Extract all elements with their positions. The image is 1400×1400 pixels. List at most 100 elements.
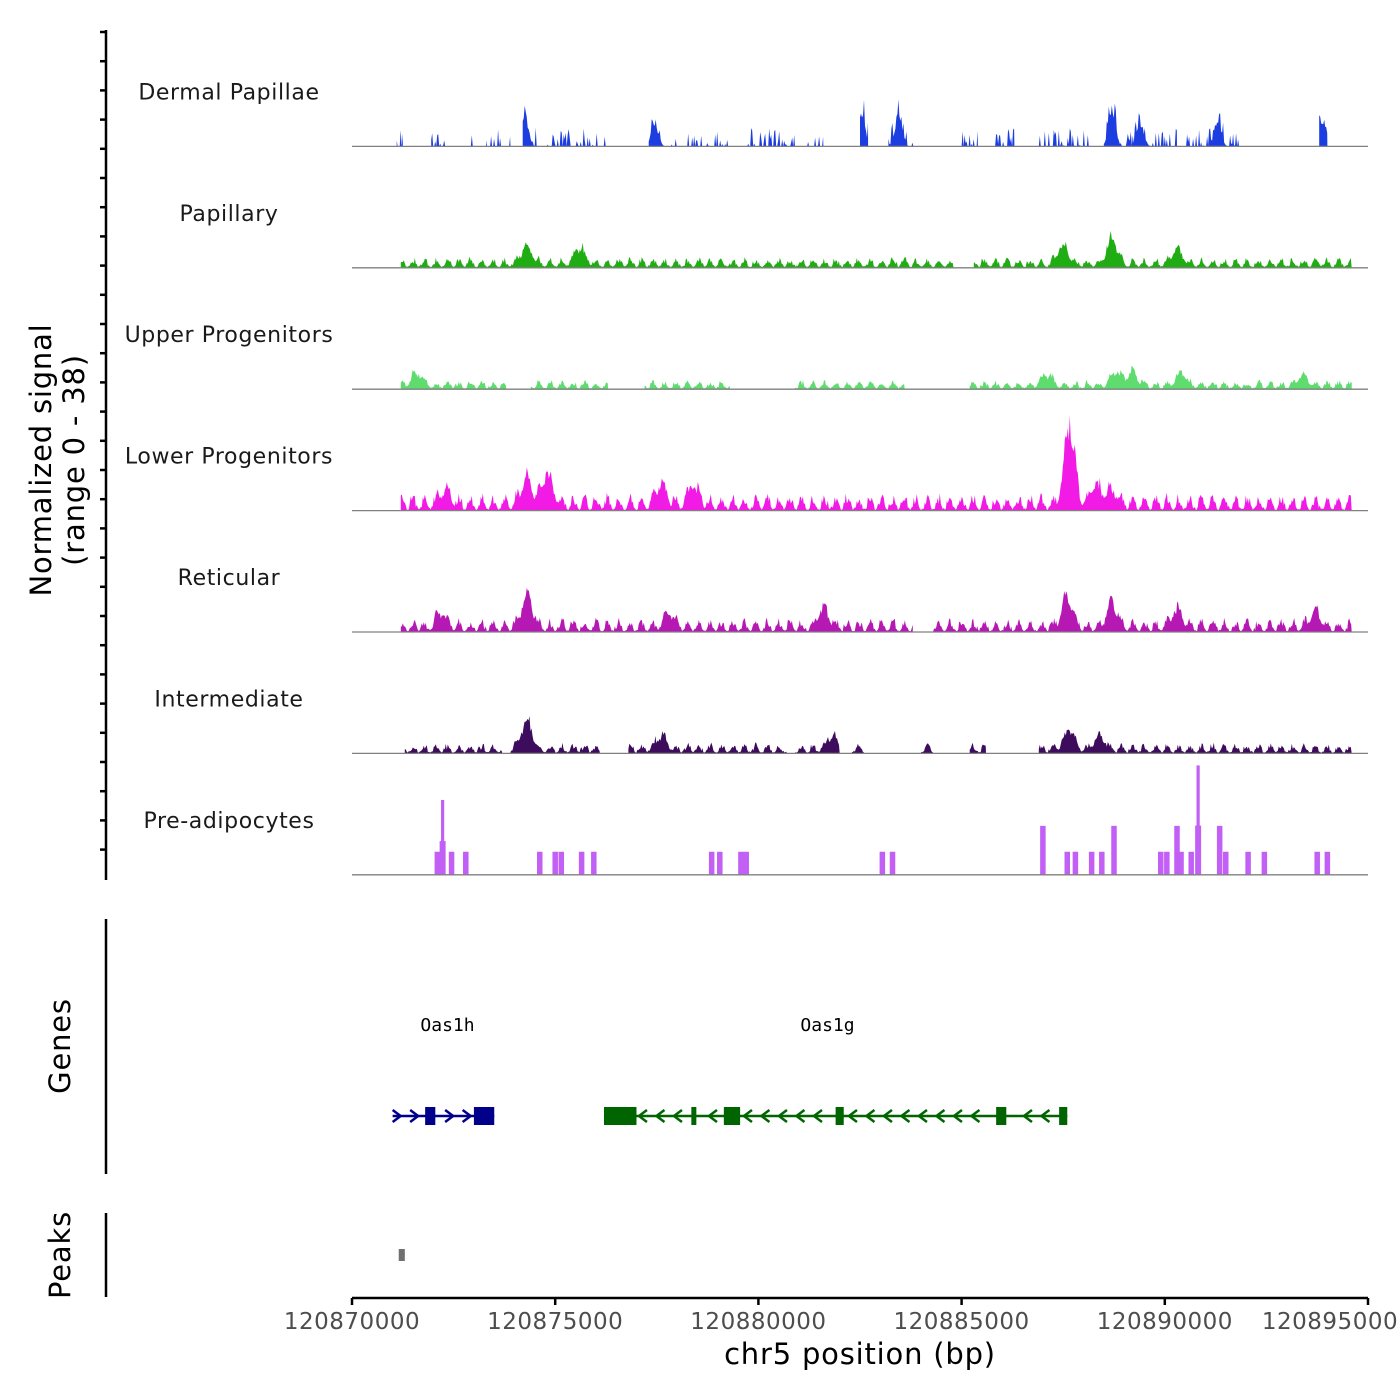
gene-exon bbox=[723, 1107, 741, 1125]
coverage-bar bbox=[1223, 851, 1229, 875]
coverage-area bbox=[648, 119, 678, 147]
coverage-area bbox=[795, 380, 905, 390]
coverage-bar bbox=[1099, 851, 1105, 875]
coverage-area bbox=[400, 242, 954, 268]
coverage-bar bbox=[1072, 851, 1079, 875]
gene-track: Oas1h Oas1g bbox=[391, 1015, 1068, 1125]
track-intermediate: Intermediate bbox=[154, 687, 1368, 755]
track-upper-progenitors: Upper Progenitors bbox=[125, 323, 1368, 390]
coverage-area bbox=[628, 731, 787, 754]
coverage-area bbox=[522, 105, 608, 147]
coverage-area bbox=[961, 130, 978, 147]
x-tick-label: 120895000 bbox=[1262, 1309, 1398, 1335]
coverage-bar bbox=[1064, 851, 1071, 875]
coverage-area bbox=[1103, 103, 1177, 147]
strand-arrow bbox=[881, 1109, 893, 1123]
coverage-area bbox=[644, 380, 730, 390]
gene-exon bbox=[603, 1107, 637, 1125]
x-axis-ticks: 120870000 120875000 120880000 120885000 1208… bbox=[284, 1298, 1398, 1335]
coverage-area bbox=[431, 133, 448, 147]
coverage-bar bbox=[1164, 851, 1170, 875]
coverage-area bbox=[396, 130, 403, 147]
track-label: Upper Progenitors bbox=[125, 323, 334, 348]
x-tick-label: 120885000 bbox=[893, 1309, 1029, 1335]
gene-exon bbox=[691, 1107, 697, 1125]
coverage-bar bbox=[1196, 765, 1200, 875]
coverage-area bbox=[1038, 128, 1092, 147]
coverage-bar bbox=[552, 851, 558, 875]
strand-arrow bbox=[1021, 1109, 1033, 1123]
strand-arrow bbox=[391, 1109, 403, 1123]
strand-arrow bbox=[969, 1109, 981, 1123]
coverage-area bbox=[510, 716, 600, 754]
peaks-ylabel: Peaks bbox=[43, 1211, 77, 1299]
strand-arrow bbox=[444, 1109, 456, 1123]
coverage-bar bbox=[1174, 825, 1180, 875]
coverage-bar bbox=[439, 841, 446, 875]
x-tick-label: 120870000 bbox=[284, 1309, 420, 1335]
coverage-bar bbox=[558, 851, 565, 875]
gene-exon bbox=[1059, 1107, 1068, 1125]
strand-arrow bbox=[951, 1109, 963, 1123]
coverage-bar bbox=[1216, 825, 1223, 875]
gene-exon bbox=[996, 1107, 1007, 1125]
strand-arrow bbox=[409, 1109, 421, 1123]
coverage-bar bbox=[889, 851, 896, 875]
track-dermal-papillae: Dermal Papillae bbox=[138, 80, 1368, 148]
coverage-area bbox=[463, 135, 476, 147]
peak-region bbox=[398, 1249, 405, 1261]
coverage-area bbox=[400, 369, 507, 390]
x-tick-label: 120875000 bbox=[487, 1309, 623, 1335]
track-reticular: Reticular bbox=[178, 566, 1368, 633]
coverage-area bbox=[973, 230, 1352, 268]
peak-track bbox=[398, 1249, 405, 1261]
coverage-area bbox=[933, 590, 1352, 632]
coverage-bar bbox=[537, 851, 543, 875]
coverage-area bbox=[969, 365, 1352, 390]
coverage-area bbox=[685, 131, 730, 147]
track-label: Lower Progenitors bbox=[125, 445, 333, 470]
track-lower-progenitors: Lower Progenitors bbox=[125, 415, 1368, 512]
coverage-area bbox=[994, 128, 1015, 147]
coverage-area bbox=[803, 136, 824, 147]
coverage-bar bbox=[1324, 851, 1331, 875]
strand-arrow bbox=[811, 1109, 823, 1123]
x-tick-label: 120880000 bbox=[690, 1309, 826, 1335]
coverage-bar bbox=[708, 851, 715, 875]
strand-arrow bbox=[776, 1109, 788, 1123]
gene-exon bbox=[473, 1107, 495, 1125]
coverage-ylabel-line2: (range 0 - 38) bbox=[57, 354, 91, 566]
track-pre-adipocytes: Pre-adipocytes bbox=[143, 765, 1368, 876]
coverage-area bbox=[921, 743, 934, 754]
gene-label: Oas1h bbox=[420, 1015, 474, 1036]
coverage-area bbox=[404, 743, 503, 754]
strand-arrow bbox=[1039, 1109, 1051, 1123]
coverage-area bbox=[486, 129, 511, 147]
x-tick-label: 120890000 bbox=[1097, 1309, 1233, 1335]
strand-arrow bbox=[899, 1109, 911, 1123]
coverage-bar bbox=[1040, 825, 1046, 875]
coverage-area bbox=[1038, 729, 1352, 754]
coverage-bar bbox=[463, 851, 469, 875]
strand-arrow bbox=[934, 1109, 946, 1123]
coverage-bar bbox=[441, 799, 445, 875]
gene-oas1h: Oas1h bbox=[391, 1015, 495, 1125]
coverage-area bbox=[969, 742, 986, 754]
coverage-area bbox=[530, 380, 608, 390]
strand-arrow bbox=[671, 1109, 683, 1123]
x-axis-title: chr5 position (bp) bbox=[724, 1337, 996, 1371]
coverage-area bbox=[851, 743, 865, 754]
genes-ylabel: Genes bbox=[43, 998, 77, 1094]
strand-arrow bbox=[741, 1109, 753, 1123]
track-label: Pre-adipocytes bbox=[143, 809, 314, 834]
coverage-bar bbox=[448, 851, 455, 875]
coverage-y-axis bbox=[100, 30, 108, 880]
coverage-y-ticks bbox=[100, 30, 106, 851]
gene-exon bbox=[835, 1107, 844, 1125]
strand-arrow bbox=[759, 1109, 771, 1123]
track-papillary: Papillary bbox=[179, 202, 1368, 269]
strand-arrow bbox=[636, 1109, 648, 1123]
coverage-bar bbox=[578, 851, 585, 875]
coverage-bar bbox=[1088, 851, 1095, 875]
